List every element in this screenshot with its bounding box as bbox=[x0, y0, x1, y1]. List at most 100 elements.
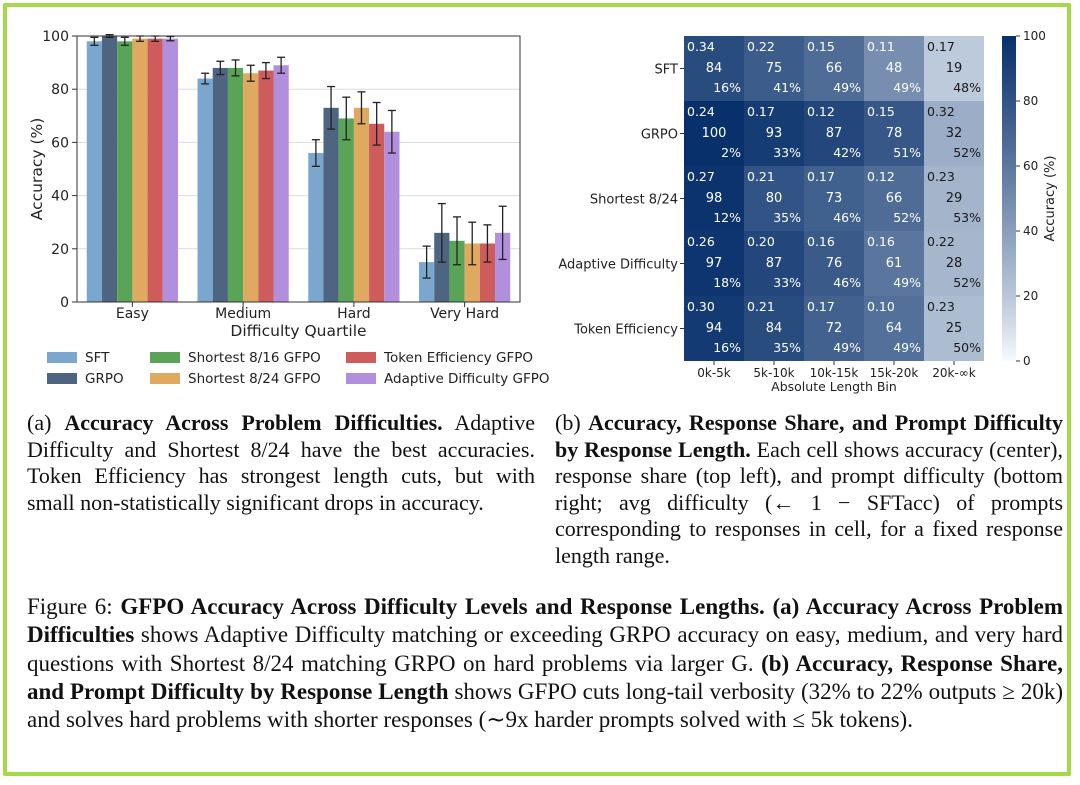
legend-swatch bbox=[47, 373, 77, 384]
heatmap-cell bbox=[804, 166, 864, 231]
cell-share: 52% bbox=[953, 145, 981, 160]
x-tick-label: Very Hard bbox=[430, 306, 499, 322]
cell-accuracy: 100 bbox=[702, 126, 727, 141]
cell-accuracy: 29 bbox=[946, 191, 963, 206]
cell-accuracy: 87 bbox=[826, 126, 843, 141]
cell-share: 50% bbox=[953, 340, 981, 355]
figure-caption-title: GFPO Accuracy Across Difficulty Levels a… bbox=[120, 594, 765, 619]
legend-swatch bbox=[346, 373, 376, 384]
cell-difficulty: 0.16 bbox=[807, 234, 835, 249]
figure-caption-part-a-text: shows Adaptive Difficulty matching or ex… bbox=[27, 622, 1063, 676]
heatmap-cell bbox=[744, 101, 804, 166]
cell-share: 46% bbox=[833, 210, 861, 225]
heatmap-cell bbox=[804, 101, 864, 166]
cell-share: 49% bbox=[833, 80, 861, 95]
colorbar-tick-label: 100 bbox=[1023, 29, 1046, 43]
bar bbox=[449, 240, 465, 302]
heatmap-cell bbox=[924, 101, 984, 166]
cell-accuracy: 84 bbox=[706, 61, 723, 76]
cell-accuracy: 97 bbox=[706, 256, 723, 271]
figure-caption-part-b-title: (b) Accuracy, Response Share, and Prompt… bbox=[27, 650, 1063, 704]
cell-accuracy: 75 bbox=[766, 61, 783, 76]
cell-accuracy: 87 bbox=[766, 256, 783, 271]
bar bbox=[258, 70, 274, 302]
y-tick-label: GRPO bbox=[641, 128, 678, 143]
cell-difficulty: 0.27 bbox=[687, 169, 715, 184]
legend-label: Token Efficiency GFPO bbox=[383, 350, 533, 366]
cell-difficulty: 0.15 bbox=[867, 104, 895, 119]
x-tick-label: Medium bbox=[215, 306, 271, 322]
cell-difficulty: 0.34 bbox=[687, 39, 715, 54]
bar bbox=[353, 107, 370, 302]
heatmap-cell bbox=[744, 231, 804, 296]
cell-share: 33% bbox=[773, 145, 801, 160]
bar bbox=[273, 65, 289, 302]
cell-accuracy: 72 bbox=[826, 321, 843, 336]
cell-difficulty: 0.23 bbox=[927, 299, 955, 314]
heatmap-cell bbox=[924, 296, 984, 361]
colorbar bbox=[1002, 36, 1016, 361]
figure-frame bbox=[3, 3, 1071, 776]
cell-share: 2% bbox=[721, 145, 741, 160]
legend-label: SFT bbox=[85, 350, 110, 366]
heatmap-cell bbox=[804, 296, 864, 361]
heatmap-cell bbox=[744, 36, 804, 101]
y-tick-label: 20 bbox=[51, 242, 69, 258]
cell-difficulty: 0.32 bbox=[927, 104, 955, 119]
cell-difficulty: 0.26 bbox=[687, 234, 715, 249]
cell-difficulty: 0.24 bbox=[687, 104, 715, 119]
cell-difficulty: 0.11 bbox=[867, 39, 895, 54]
cell-share: 49% bbox=[833, 340, 861, 355]
y-tick-label: 60 bbox=[51, 135, 69, 151]
cell-share: 52% bbox=[953, 275, 981, 290]
legend-swatch bbox=[47, 352, 77, 363]
cell-difficulty: 0.30 bbox=[687, 299, 715, 314]
cell-share: 49% bbox=[893, 275, 921, 290]
x-tick-label: Hard bbox=[337, 306, 371, 322]
x-tick-label: 5k-10k bbox=[753, 366, 794, 380]
bar bbox=[197, 78, 213, 302]
legend-label: Adaptive Difficulty GFPO bbox=[384, 371, 550, 387]
bar bbox=[369, 123, 385, 302]
cell-accuracy: 78 bbox=[886, 126, 903, 141]
bar bbox=[132, 38, 148, 302]
y-tick-label: Adaptive Difficulty bbox=[558, 258, 678, 273]
cell-share: 49% bbox=[893, 80, 921, 95]
cell-difficulty: 0.16 bbox=[867, 234, 895, 249]
caption-b-text: Each cell shows accuracy (center), respo… bbox=[555, 436, 1063, 568]
bar bbox=[434, 232, 450, 302]
caption-a-text: Adaptive Difficulty and Shortest 8/24 ha… bbox=[27, 410, 535, 515]
heatmap-cell bbox=[684, 36, 744, 101]
legend-label: GRPO bbox=[85, 371, 124, 387]
heatmap-cell bbox=[924, 166, 984, 231]
x-tick-label: 10k-15k bbox=[810, 366, 859, 380]
cell-difficulty: 0.22 bbox=[747, 39, 775, 54]
cell-share: 52% bbox=[893, 210, 921, 225]
bar bbox=[243, 73, 259, 303]
bar bbox=[495, 232, 511, 302]
cell-share: 41% bbox=[773, 80, 801, 95]
figure-caption: Figure 6: GFPO Accuracy Across Difficult… bbox=[27, 593, 1063, 734]
bar bbox=[384, 131, 400, 302]
bar-chart: 0 20 40 60 80 100 Easy Medium Hard Very Hard Diffi… bbox=[28, 29, 550, 387]
bar bbox=[86, 41, 102, 302]
heatmap-cell bbox=[864, 36, 924, 101]
legend-swatch bbox=[150, 352, 180, 363]
cell-difficulty: 0.22 bbox=[927, 234, 955, 249]
legend-swatch bbox=[346, 352, 376, 363]
y-tick-label: 40 bbox=[51, 189, 69, 205]
heatmap-cell bbox=[684, 296, 744, 361]
figure-caption-label: Figure 6: bbox=[27, 594, 121, 619]
cell-accuracy: 32 bbox=[946, 126, 963, 141]
cell-accuracy: 64 bbox=[886, 321, 903, 336]
heatmap-cell bbox=[804, 36, 864, 101]
bar bbox=[117, 41, 133, 302]
bar bbox=[464, 243, 480, 302]
cell-accuracy: 66 bbox=[826, 61, 843, 76]
bar bbox=[212, 67, 228, 302]
cell-difficulty: 0.15 bbox=[807, 39, 835, 54]
cell-difficulty: 0.10 bbox=[867, 299, 895, 314]
y-tick-label: 80 bbox=[51, 82, 69, 98]
cell-share: 46% bbox=[833, 275, 861, 290]
heatmap-cell bbox=[804, 231, 864, 296]
